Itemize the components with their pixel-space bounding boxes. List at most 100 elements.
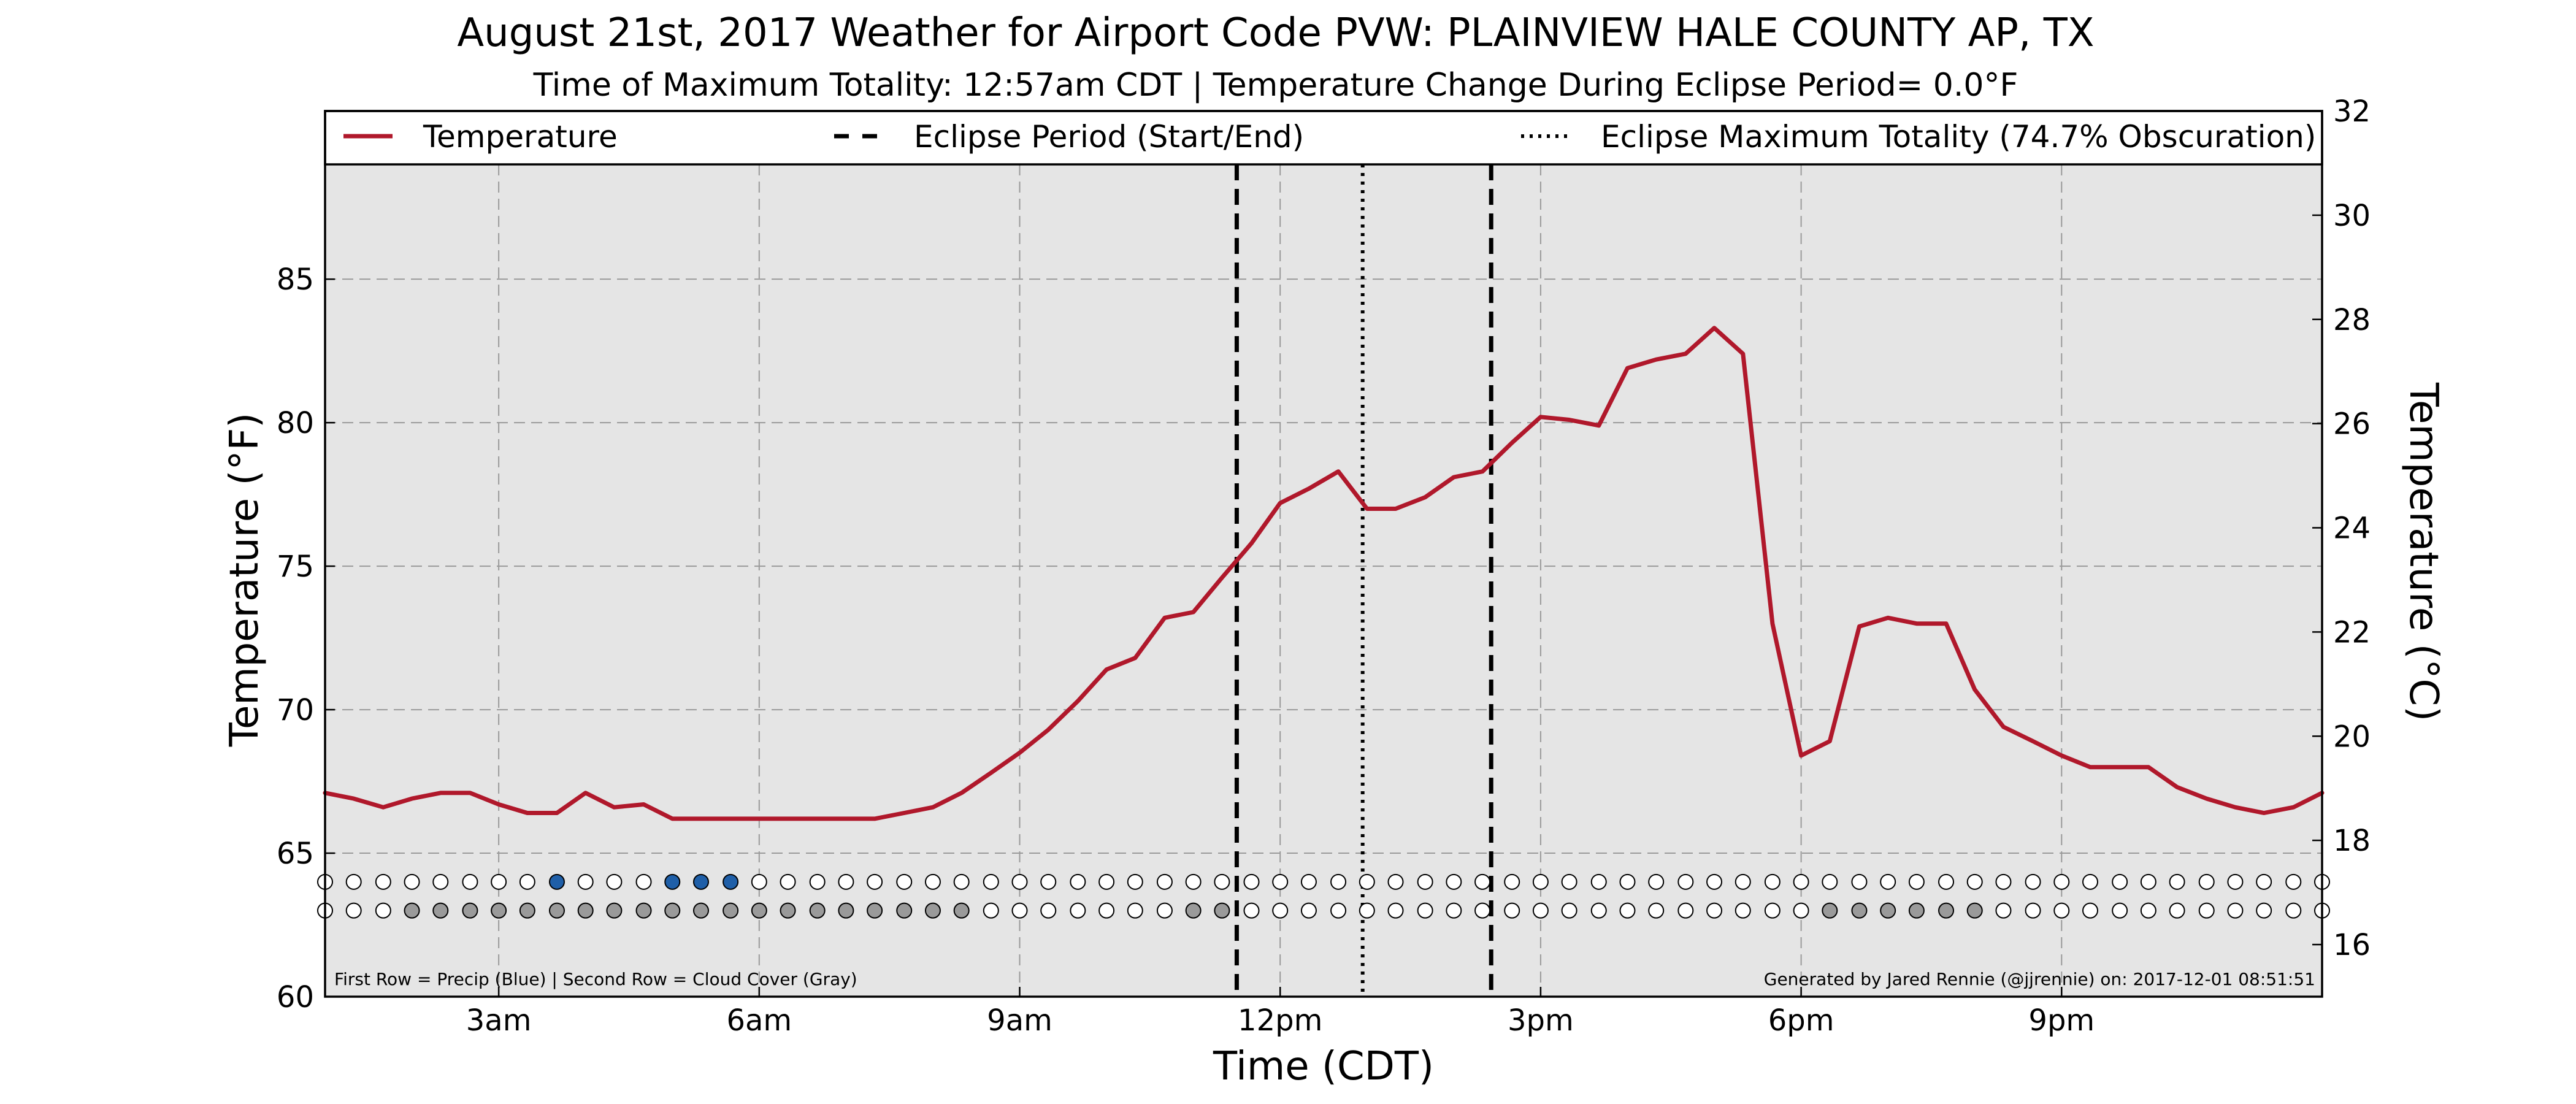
x-tick-label: 6am — [726, 1003, 792, 1038]
y-axis-label: Temperature (°F) — [222, 413, 267, 748]
precip-dot — [577, 873, 594, 890]
x-tick-label: 3am — [466, 1003, 532, 1038]
x-tick-label: 9pm — [2028, 1003, 2095, 1038]
precip-dot — [2256, 873, 2272, 890]
precip-dot — [1417, 873, 1433, 890]
precip-dot — [1243, 873, 1260, 890]
cloud-dot — [2227, 902, 2244, 919]
cloud-dot — [462, 902, 478, 919]
y2-tick-label: 18 — [2333, 824, 2371, 858]
series-lines — [323, 326, 2325, 821]
cloud-dot — [548, 902, 565, 919]
precip-dot — [1908, 873, 1925, 890]
precip-dot — [1590, 873, 1607, 890]
plot-frame — [324, 110, 2323, 998]
precip-dot — [1561, 873, 1577, 890]
cloud-dot — [1272, 902, 1289, 919]
precip-dot — [548, 873, 565, 890]
cloud-dot — [1446, 902, 1462, 919]
footnote-right: Generated by Jared Rennie (@jjrennie) on… — [1764, 969, 2315, 989]
eclipse-lines — [1234, 164, 1493, 997]
precip-dot — [780, 873, 796, 890]
precip-dot — [1446, 873, 1462, 890]
axis-ticks: 3am 6am 9am 12pm 3pm 6pm 9pm 60 65 70 75 80 85 16 18 20… — [277, 94, 2371, 1038]
cloud-dot — [2198, 902, 2215, 919]
y-tick-label: 70 — [277, 693, 314, 727]
cloud-dot — [1619, 902, 1636, 919]
precip-dot — [1127, 873, 1143, 890]
precip-dot — [2082, 873, 2099, 890]
cloud-dot — [2256, 902, 2272, 919]
footnote-left: First Row = Precip (Blue) | Second Row =… — [334, 969, 857, 989]
x-tick-label: 6pm — [1768, 1003, 1834, 1038]
precip-dot — [2285, 873, 2302, 890]
cloud-dot — [924, 902, 941, 919]
precip-dot — [1880, 873, 1896, 890]
cloud-dot — [1070, 902, 1086, 919]
cloud-dot — [1648, 902, 1665, 919]
cloud-dot — [635, 902, 652, 919]
cloud-dot — [692, 902, 709, 919]
precip-dot — [1098, 873, 1115, 890]
chart-subtitle: Time of Maximum Totality: 12:57am CDT | … — [533, 67, 2018, 104]
precip-dot — [723, 873, 739, 890]
cloud-dot — [2082, 902, 2099, 919]
precip-dot — [2025, 873, 2041, 890]
cloud-dot — [1822, 902, 1838, 919]
precip-dot — [1474, 873, 1491, 890]
precip-dot — [404, 873, 420, 890]
precip-dot — [1851, 873, 1868, 890]
cloud-dot — [1706, 902, 1723, 919]
y2-tick-label: 32 — [2333, 94, 2371, 129]
precip-dot — [809, 873, 826, 890]
cloud-dot — [1504, 902, 1520, 919]
y2-axis-label: Temperature (°C) — [2401, 382, 2446, 721]
precip-dot — [1938, 873, 1955, 890]
precip-dot — [838, 873, 854, 890]
precip-dot — [2140, 873, 2156, 890]
cloud-dot — [404, 902, 420, 919]
grid-lines — [325, 164, 2322, 997]
y2-tick-label: 22 — [2333, 615, 2371, 650]
precip-dot — [1995, 873, 2012, 890]
cloud-dot — [1880, 902, 1896, 919]
precip-dot — [606, 873, 623, 890]
precip-dot — [1011, 873, 1028, 890]
legend: Temperature Eclipse Period (Start/End) Ecl… — [343, 119, 2316, 155]
y-tick-label: 80 — [277, 406, 314, 440]
legend-label: Eclipse Maximum Totality (74.7% Obscurat… — [1601, 119, 2316, 155]
precip-dot — [751, 873, 767, 890]
precip-dot — [1764, 873, 1781, 890]
legend-label: Temperature — [423, 119, 618, 155]
cloud-dot — [1127, 902, 1143, 919]
precip-dot — [1214, 873, 1230, 890]
temperature-line — [323, 326, 2325, 821]
precip-dot — [1387, 873, 1404, 890]
precip-dot — [867, 873, 883, 890]
precip-dot — [1300, 873, 1317, 890]
cloud-dot — [1908, 902, 1925, 919]
cloud-dot — [1011, 902, 1028, 919]
y2-tick-label: 24 — [2333, 512, 2371, 546]
cloud-dot — [1300, 902, 1317, 919]
precip-dot — [635, 873, 652, 890]
precip-dot — [491, 873, 507, 890]
cloud-dot — [896, 902, 913, 919]
precip-dot — [1532, 873, 1549, 890]
legend-box — [324, 110, 2323, 166]
precip-dot — [432, 873, 449, 890]
cloud-dot — [1764, 902, 1781, 919]
precip-dot — [896, 873, 913, 890]
cloud-dot — [867, 902, 883, 919]
cloud-dot — [953, 902, 970, 919]
cloud-dot — [1098, 902, 1115, 919]
cloud-dot — [2140, 902, 2156, 919]
cloud-dot — [432, 902, 449, 919]
precip-dot — [2169, 873, 2185, 890]
cloud-dot — [2112, 902, 2128, 919]
cloud-dot — [1677, 902, 1694, 919]
precip-dot — [1504, 873, 1520, 890]
precip-dot — [1648, 873, 1665, 890]
cloud-dot — [723, 902, 739, 919]
